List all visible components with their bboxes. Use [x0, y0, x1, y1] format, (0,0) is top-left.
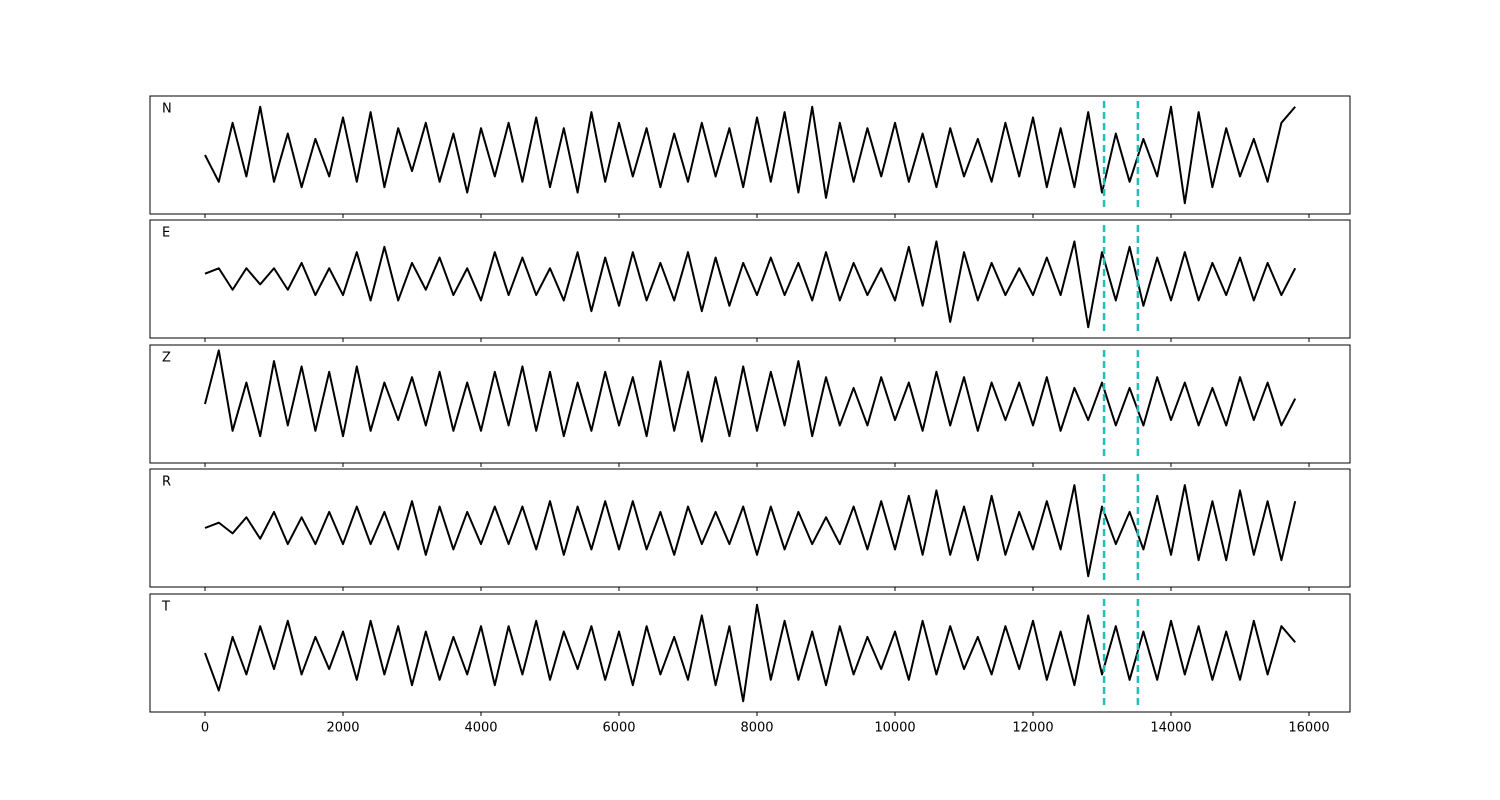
x-tick-label: 6000: [602, 721, 635, 736]
panel-label: R: [162, 475, 171, 490]
trace: [204, 240, 1297, 329]
x-tick-label: 16000: [1288, 721, 1329, 736]
trace: [204, 349, 1297, 443]
x-tick-label: 4000: [464, 721, 497, 736]
panel-label: E: [162, 226, 170, 241]
x-tick-label: 2000: [326, 721, 359, 736]
trace: [204, 484, 1297, 578]
panel-label: T: [161, 600, 170, 615]
trace: [204, 105, 1296, 205]
x-tick-label: 12000: [1012, 721, 1053, 736]
panel-label: Z: [162, 351, 171, 366]
panel-frame: [149, 468, 1351, 588]
panel-frame: [149, 344, 1351, 464]
x-tick-label: 8000: [740, 721, 773, 736]
trace: [204, 603, 1296, 703]
x-tick-label: 10000: [874, 721, 915, 736]
panel-label: N: [162, 102, 172, 117]
x-tick-label: 0: [201, 721, 209, 736]
x-tick-label: 14000: [1150, 721, 1191, 736]
